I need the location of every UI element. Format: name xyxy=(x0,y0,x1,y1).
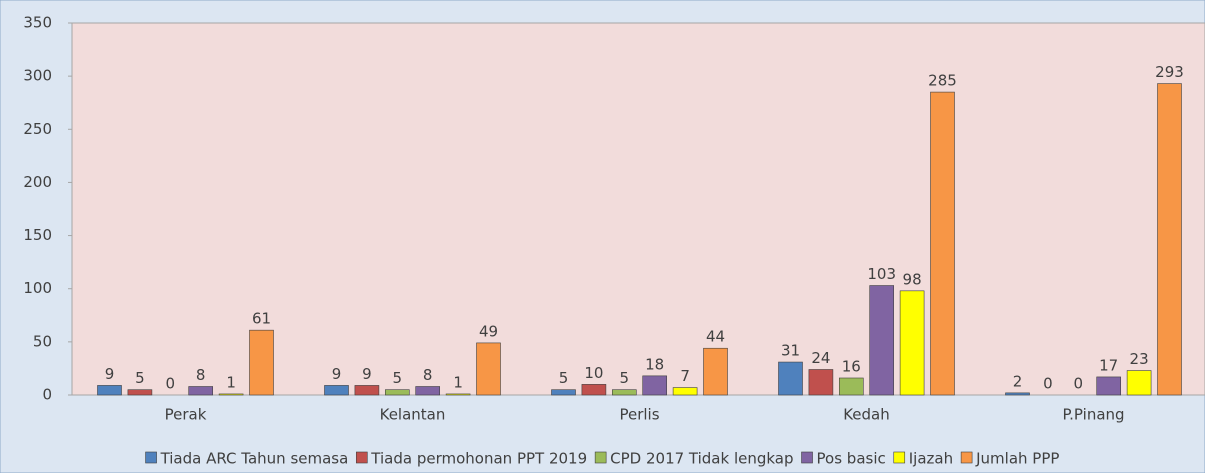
legend-label: Pos basic xyxy=(817,450,886,468)
data-label: 16 xyxy=(842,357,861,375)
legend-label: Ijazah xyxy=(909,450,953,468)
bar xyxy=(384,389,410,396)
bar xyxy=(218,393,244,396)
x-tick-label: Kedah xyxy=(843,406,890,424)
bar xyxy=(324,385,349,396)
x-tick-label: Perlis xyxy=(619,406,659,424)
data-label: 9 xyxy=(105,365,115,383)
data-label: 0 xyxy=(1074,375,1084,393)
data-label: 98 xyxy=(903,270,922,288)
data-label: 61 xyxy=(252,310,271,328)
y-tick-label: 0 xyxy=(42,386,52,404)
bar xyxy=(672,387,698,396)
bar xyxy=(930,91,955,396)
bar xyxy=(1157,83,1182,396)
bar xyxy=(415,386,441,396)
y-tick-label: 100 xyxy=(23,279,52,297)
data-label: 17 xyxy=(1099,356,1118,374)
legend-marker xyxy=(594,451,607,464)
y-tick-label: 200 xyxy=(23,173,52,191)
data-label: 8 xyxy=(196,366,206,384)
bar xyxy=(778,361,803,396)
bar xyxy=(581,384,607,396)
data-label: 293 xyxy=(1155,63,1184,81)
x-tick-label: Perak xyxy=(165,406,207,424)
bar xyxy=(642,375,668,396)
bar xyxy=(899,290,925,396)
data-label: 5 xyxy=(135,369,145,387)
x-tick-label: Kelantan xyxy=(380,406,446,424)
data-label: 103 xyxy=(867,265,896,283)
y-tick-label: 300 xyxy=(23,67,52,85)
legend-marker xyxy=(355,451,368,464)
data-label: 31 xyxy=(781,342,800,360)
bar xyxy=(703,347,728,396)
legend-marker xyxy=(893,451,906,464)
plot-area xyxy=(71,22,1205,396)
data-label: 9 xyxy=(362,365,372,383)
bar xyxy=(188,386,213,396)
data-label: 10 xyxy=(584,364,603,382)
legend-label: Tiada permohonan PPT 2019 xyxy=(370,450,587,468)
data-label: 44 xyxy=(706,328,725,346)
bar xyxy=(127,389,153,396)
bar xyxy=(869,285,895,396)
data-label: 5 xyxy=(620,369,630,387)
bar xyxy=(97,385,122,396)
y-tick-label: 350 xyxy=(23,14,52,32)
data-label: 2 xyxy=(1013,372,1023,390)
y-tick-label: 50 xyxy=(33,332,52,350)
data-label: 49 xyxy=(479,322,498,340)
legend-label: CPD 2017 Tidak lengkap xyxy=(610,450,793,468)
data-label: 5 xyxy=(559,369,569,387)
bar xyxy=(808,369,834,396)
bar xyxy=(445,393,471,396)
data-label: 0 xyxy=(1043,375,1053,393)
data-label: 0 xyxy=(166,375,176,393)
legend-marker xyxy=(801,451,813,464)
data-label: 18 xyxy=(645,355,664,373)
bar xyxy=(1096,376,1121,396)
data-label: 8 xyxy=(423,366,433,384)
legend-marker xyxy=(960,451,973,464)
data-label: 23 xyxy=(1130,350,1149,368)
bar xyxy=(611,389,637,396)
data-label: 9 xyxy=(332,365,342,383)
y-tick-label: 250 xyxy=(23,120,52,138)
bar xyxy=(1126,370,1152,396)
data-label: 7 xyxy=(680,367,690,385)
data-label: 5 xyxy=(393,369,403,387)
data-label: 1 xyxy=(453,373,463,391)
bar xyxy=(249,329,274,396)
bar xyxy=(354,385,380,396)
bar xyxy=(476,342,501,396)
bar xyxy=(838,377,864,396)
x-tick-label: P.Pinang xyxy=(1062,406,1124,424)
y-tick-label: 150 xyxy=(23,226,52,244)
data-label: 285 xyxy=(928,72,957,90)
legend-label: Tiada ARC Tahun semasa xyxy=(160,450,349,468)
legend-label: Jumlah PPP xyxy=(975,450,1059,468)
legend-marker xyxy=(145,451,157,464)
bar xyxy=(1005,392,1030,396)
data-label: 1 xyxy=(226,373,236,391)
bar xyxy=(551,389,576,396)
data-label: 24 xyxy=(811,349,830,367)
